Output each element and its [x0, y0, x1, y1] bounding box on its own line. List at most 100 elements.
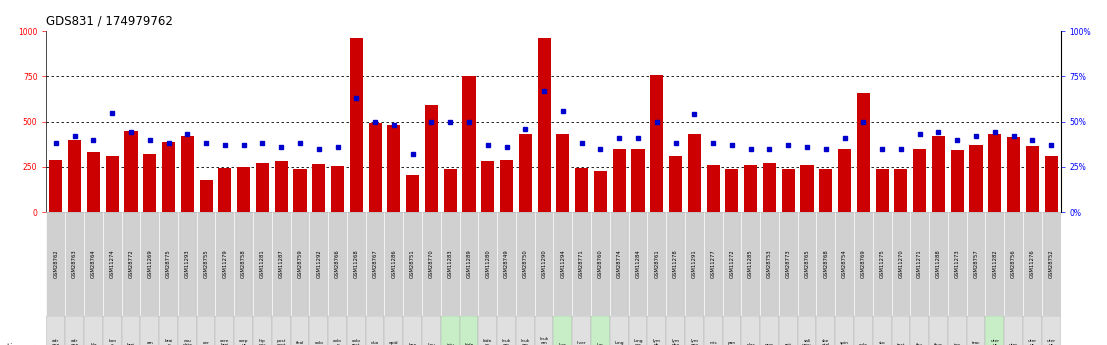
Text: spin
al
cord: spin al cord — [840, 341, 849, 345]
Bar — [872, 316, 891, 345]
Bar — [648, 212, 666, 316]
Bar — [46, 212, 65, 316]
Text: GSM28764: GSM28764 — [91, 249, 96, 278]
Bar — [365, 212, 384, 316]
Text: lym
ano
ma
G336: lym ano ma G336 — [689, 339, 700, 345]
Text: trac
hea
us: trac hea us — [972, 341, 981, 345]
Bar — [779, 212, 798, 316]
Bar — [629, 212, 648, 316]
Text: am
ygd
ala: am ygd ala — [146, 341, 154, 345]
Bar — [742, 212, 761, 316]
Text: lun
g: lun g — [597, 343, 603, 345]
Bar — [816, 212, 835, 316]
Bar — [497, 212, 516, 316]
Bar — [819, 169, 832, 212]
Bar — [162, 141, 175, 212]
Bar — [913, 149, 927, 212]
Bar — [929, 212, 948, 316]
Text: GSM11271: GSM11271 — [918, 249, 922, 278]
Bar — [199, 180, 213, 212]
Text: sto
mac
es: sto mac es — [878, 341, 887, 345]
Text: GSM28768: GSM28768 — [824, 249, 828, 278]
Bar — [554, 212, 572, 316]
Text: epid
idy
mis: epid idy mis — [389, 341, 399, 345]
Bar — [441, 212, 459, 316]
Bar — [538, 38, 550, 212]
Text: GSM11268: GSM11268 — [354, 249, 359, 278]
Text: GSM11270: GSM11270 — [899, 249, 903, 278]
Bar — [891, 212, 910, 316]
Text: GSM28755: GSM28755 — [204, 249, 208, 278]
Bar — [218, 168, 231, 212]
Bar — [1007, 137, 1021, 212]
Text: bon
e
mar
row: bon e mar row — [108, 339, 116, 345]
Text: GSM11280: GSM11280 — [485, 249, 490, 278]
Bar — [779, 316, 798, 345]
Bar — [1023, 316, 1042, 345]
Bar — [384, 212, 403, 316]
Text: uter
us
cor
pus: uter us cor pus — [1027, 339, 1037, 345]
Bar — [84, 316, 103, 345]
Bar — [535, 316, 554, 345]
Text: colo
n
des: colo n des — [314, 341, 323, 345]
Bar — [723, 212, 742, 316]
Bar — [312, 164, 325, 212]
Bar — [216, 316, 235, 345]
Text: GSM11276: GSM11276 — [1030, 249, 1035, 278]
Bar — [254, 212, 272, 316]
Bar — [629, 316, 648, 345]
Text: colo
n
tran
sver: colo n tran sver — [333, 339, 342, 345]
Bar — [197, 316, 216, 345]
Bar — [876, 169, 889, 212]
Text: mis
abel
ed: mis abel ed — [708, 341, 717, 345]
Bar — [669, 156, 682, 212]
Bar — [706, 165, 720, 212]
Text: GSM28757: GSM28757 — [973, 249, 979, 278]
Bar — [328, 212, 346, 316]
Text: adr
ena
med
ulla: adr ena med ulla — [70, 339, 80, 345]
Text: colo
rect
al
aden: colo rect al aden — [351, 339, 362, 345]
Text: GSM11286: GSM11286 — [392, 249, 396, 278]
Text: GDS831 / 174979762: GDS831 / 174979762 — [46, 14, 174, 28]
Text: thyr
oid: thyr oid — [934, 343, 943, 345]
Bar — [910, 212, 929, 316]
Text: pan
cre
as: pan cre as — [727, 341, 736, 345]
Bar — [69, 140, 81, 212]
Bar — [178, 316, 197, 345]
Bar — [403, 212, 422, 316]
Bar — [610, 316, 629, 345]
Bar — [572, 316, 591, 345]
Bar — [894, 169, 908, 212]
Bar — [932, 136, 945, 212]
Bar — [798, 212, 816, 316]
Text: GSM11294: GSM11294 — [560, 249, 566, 278]
Bar — [478, 212, 497, 316]
Bar — [666, 212, 685, 316]
Bar — [966, 316, 985, 345]
Text: pros
tate: pros tate — [765, 343, 774, 345]
Text: GSM28763: GSM28763 — [72, 250, 77, 278]
Text: duo
den
um: duo den um — [371, 341, 380, 345]
Bar — [309, 212, 328, 316]
Bar — [948, 212, 966, 316]
Text: ileu
m: ileu m — [427, 343, 435, 345]
Text: liver
feta
l: liver feta l — [577, 341, 587, 345]
Text: GSM28754: GSM28754 — [842, 249, 847, 278]
Bar — [346, 316, 365, 345]
Bar — [105, 156, 118, 212]
Text: bla
der: bla der — [90, 343, 97, 345]
Bar — [425, 105, 438, 212]
Bar — [143, 154, 156, 212]
Bar — [591, 212, 610, 316]
Bar — [422, 316, 441, 345]
Text: uter
us
cor
pus: uter us cor pus — [991, 339, 1000, 345]
Text: GSM11278: GSM11278 — [673, 249, 679, 278]
Text: GSM11282: GSM11282 — [992, 249, 997, 278]
Bar — [725, 169, 738, 212]
Bar — [178, 212, 197, 316]
Bar — [951, 150, 964, 212]
Bar — [309, 316, 328, 345]
Text: GSM11277: GSM11277 — [711, 249, 715, 278]
Text: leuk
em
a
chro: leuk em a chro — [501, 339, 511, 345]
Bar — [612, 149, 625, 212]
